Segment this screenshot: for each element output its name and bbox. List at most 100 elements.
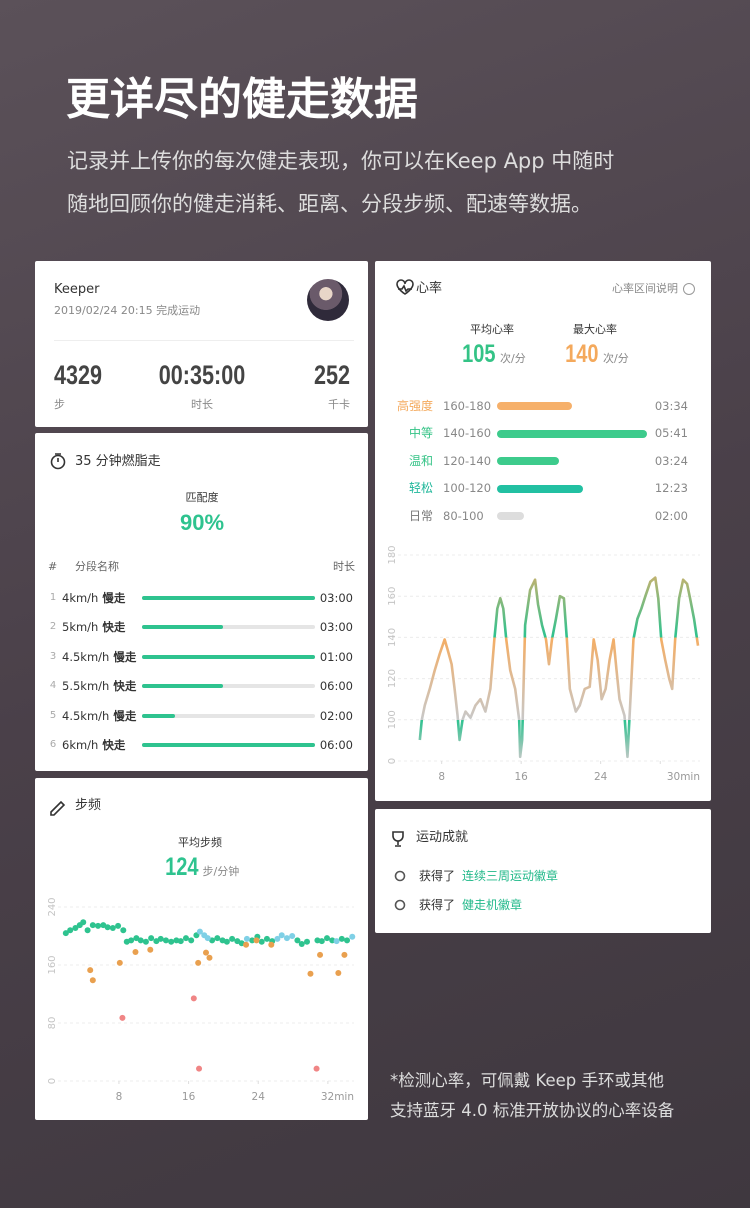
heart-link: 心率区间说明 bbox=[612, 282, 678, 296]
row-index: 1 bbox=[49, 592, 57, 603]
row-name: 4.5km/h 慢走 bbox=[62, 641, 136, 673]
progress-bar bbox=[142, 684, 224, 689]
zone-bar bbox=[497, 512, 524, 520]
row-duration: 01:00 bbox=[319, 649, 353, 664]
avg-value: 105 bbox=[462, 340, 496, 368]
progress-bar bbox=[142, 654, 315, 659]
column-header: 时长 bbox=[333, 560, 355, 574]
stat-label: 时长 bbox=[191, 398, 213, 412]
zone-name: 温和 bbox=[408, 453, 433, 468]
zone-range: 100-120 bbox=[443, 481, 492, 496]
row-pace: 慢走 bbox=[113, 649, 137, 664]
row-index: 6 bbox=[49, 739, 57, 750]
heart-title: 心率 bbox=[416, 280, 443, 296]
page-title: 更详尽的健走数据 bbox=[66, 74, 418, 125]
cadence-title: 步频 bbox=[75, 797, 102, 813]
row-name: 4km/h 慢走 bbox=[62, 582, 125, 614]
subtitle-line: 记录并上传你的每次健走表现，你可以在Keep App 中随时 bbox=[67, 149, 615, 173]
row-speed: 4km/h bbox=[62, 591, 99, 605]
achievement-name: 连续三周运动徽章 bbox=[462, 868, 559, 883]
divider bbox=[54, 340, 354, 341]
row-name: 4.5km/h 慢走 bbox=[62, 700, 136, 732]
column-header: 分段名称 bbox=[75, 560, 119, 574]
finish-time: 2019/02/24 20:15 完成运动 bbox=[54, 304, 201, 318]
zone-bar bbox=[497, 402, 572, 410]
row-index: 3 bbox=[49, 650, 57, 662]
row-pace: 快走 bbox=[102, 620, 126, 635]
stat-value: 252 bbox=[313, 360, 350, 391]
row-duration: 02:00 bbox=[319, 708, 353, 723]
unit: 次/分 bbox=[500, 352, 526, 365]
row-name: 6km/h 快走 bbox=[62, 729, 125, 761]
progress-bar bbox=[142, 625, 224, 630]
column-header: # bbox=[48, 560, 58, 574]
avatar bbox=[307, 279, 349, 321]
cadence-avg: 124 步/分钟 bbox=[50, 851, 350, 883]
progress-track bbox=[142, 625, 315, 630]
progress-bar bbox=[142, 713, 175, 718]
zone-duration: 03:24 bbox=[654, 453, 688, 468]
achievement-name: 健走机徽章 bbox=[462, 897, 523, 912]
zone-duration: 12:23 bbox=[654, 481, 688, 496]
row-duration: 06:00 bbox=[319, 679, 353, 694]
avg-heart-rate: 105 次/分 bbox=[342, 338, 642, 370]
row-pace: 快走 bbox=[102, 738, 126, 752]
max-heart-rate: 140 次/分 bbox=[445, 338, 745, 370]
row-name: 5.5km/h 快走 bbox=[62, 670, 136, 702]
cadence-avg-label: 平均步频 bbox=[178, 836, 222, 850]
max-label: 最大心率 bbox=[573, 323, 617, 337]
row-pace: 慢走 bbox=[113, 708, 137, 723]
user-name: Keeper bbox=[54, 281, 100, 297]
cadence-avg-value: 124 bbox=[164, 853, 199, 881]
row-duration: 06:00 bbox=[319, 737, 353, 752]
progress-track bbox=[142, 713, 315, 718]
match-label: 匹配度 bbox=[185, 491, 219, 505]
subtitle-line: 随地回顾你的健走消耗、距离、分段步频、配速等数据。 bbox=[67, 192, 592, 216]
achievement-card bbox=[375, 809, 711, 933]
row-index: 5 bbox=[49, 709, 57, 721]
zone-name: 高强度 bbox=[396, 398, 433, 413]
row-index: 4 bbox=[49, 680, 57, 692]
row-duration: 03:00 bbox=[319, 620, 353, 635]
stat-label: 千卡 bbox=[328, 398, 350, 412]
max-value: 140 bbox=[565, 340, 599, 368]
zone-duration: 03:34 bbox=[654, 398, 688, 413]
row-index: 2 bbox=[49, 621, 57, 633]
row-pace: 快走 bbox=[113, 679, 137, 694]
match-value: 90% bbox=[179, 509, 225, 535]
zone-bar bbox=[497, 484, 583, 493]
zone-range: 140-160 bbox=[443, 426, 492, 441]
progress-bar bbox=[142, 596, 315, 600]
zone-range: 120-140 bbox=[443, 453, 492, 468]
cadence-unit: 步/分钟 bbox=[202, 865, 240, 878]
row-speed: 4.5km/h bbox=[62, 649, 110, 664]
row-pace: 慢走 bbox=[102, 591, 126, 605]
row-duration: 03:00 bbox=[319, 590, 353, 605]
zone-range: 80-100 bbox=[443, 508, 484, 523]
achievement-prefix: 获得了 bbox=[419, 897, 456, 912]
row-speed: 4.5km/h bbox=[62, 708, 110, 723]
row-speed: 6km/h bbox=[62, 738, 99, 752]
row-speed: 5km/h bbox=[62, 620, 99, 635]
zone-range: 160-180 bbox=[443, 398, 492, 413]
zone-bar bbox=[497, 457, 559, 465]
progress-bar bbox=[142, 743, 315, 747]
achievement-prefix: 获得了 bbox=[419, 868, 456, 883]
progress-track bbox=[142, 684, 315, 689]
zone-name: 中等 bbox=[408, 426, 433, 441]
stat-value: 00:35:00 bbox=[158, 360, 246, 391]
avg-label: 平均心率 bbox=[470, 323, 514, 337]
zone-duration: 02:00 bbox=[654, 508, 688, 523]
zone-name: 轻松 bbox=[408, 481, 433, 496]
zone-bar bbox=[497, 429, 647, 438]
zone-name: 日常 bbox=[408, 508, 433, 523]
footnote-line: *检测心率，可佩戴 Keep 手环或其他 bbox=[390, 1071, 665, 1091]
row-speed: 5.5km/h bbox=[62, 679, 110, 694]
stat-label: 步 bbox=[54, 398, 65, 412]
zone-duration: 05:41 bbox=[654, 426, 688, 441]
workout-title: 35 分钟燃脂走 bbox=[75, 453, 161, 469]
stat-value: 4329 bbox=[54, 360, 103, 391]
unit: 次/分 bbox=[603, 352, 629, 365]
cadence-card bbox=[35, 778, 368, 1120]
